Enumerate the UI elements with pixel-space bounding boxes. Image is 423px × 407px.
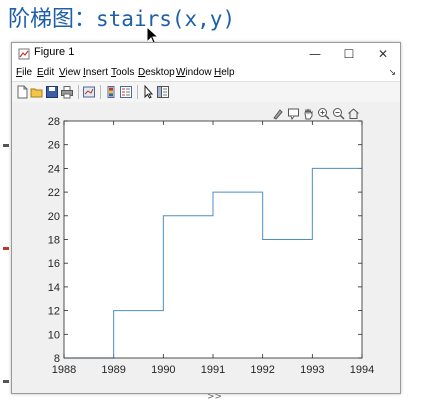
link-plot-icon[interactable]: [82, 85, 96, 99]
x-tick-label: 1992: [250, 364, 274, 376]
x-tick-label: 1988: [52, 364, 76, 376]
x-tick-label: 1993: [300, 364, 324, 376]
zoom-out-icon[interactable]: [332, 107, 345, 120]
menu-view[interactable]: View: [59, 67, 81, 78]
toolbar-separator: [137, 85, 138, 99]
figure-toolbar: [12, 81, 400, 103]
matlab-figure-icon: [18, 48, 30, 60]
toolbar-separator: [100, 85, 101, 99]
y-tick-label: 22: [48, 187, 60, 199]
open-file-icon[interactable]: [30, 85, 44, 99]
y-tick-label: 26: [48, 140, 60, 152]
figure-canvas: 8 10 12 14 16 18 20 22 24 26 28 1988 1989 1990 1991 199…: [12, 102, 400, 393]
y-tick-label: 28: [48, 116, 60, 128]
data-tips-icon[interactable]: [287, 107, 300, 120]
more-chevron[interactable]: >>: [207, 392, 223, 402]
new-figure-icon[interactable]: [15, 85, 29, 99]
menu-file[interactable]: File: [16, 67, 33, 78]
stairs-series-line: [64, 167, 362, 359]
edge-mark: [3, 380, 9, 383]
close-button[interactable]: ✕: [377, 47, 389, 61]
x-tick-label: 1994: [350, 364, 374, 376]
y-tick-label: 18: [48, 235, 60, 247]
property-inspector-icon[interactable]: [156, 85, 170, 99]
y-tick-label: 24: [48, 163, 60, 175]
restore-view-icon[interactable]: [347, 107, 360, 120]
menu-window[interactable]: Window: [176, 67, 212, 78]
slide-heading: 阶梯图：stairs(x,y): [8, 4, 235, 34]
y-tick-label: 20: [48, 211, 60, 223]
y-tick-label: 14: [48, 282, 60, 294]
figure-window: Figure 1 — ☐ ✕ File Edit View Insert Too…: [11, 42, 401, 394]
stairs-chart: 8 10 12 14 16 18 20 22 24 26 28 1988 1989 1990 1991 199…: [48, 116, 374, 376]
pointer-icon[interactable]: [141, 85, 155, 99]
menu-bar: File Edit View Insert Tools Desktop Wind…: [12, 65, 400, 81]
edge-mark: [3, 247, 9, 250]
save-icon[interactable]: [45, 85, 59, 99]
background-editor-edge: [0, 50, 12, 407]
heading-code: stairs(x,y): [96, 7, 236, 31]
y-tick-label: 10: [48, 329, 60, 341]
y-tick-label: 12: [48, 306, 60, 318]
edge-mark: [3, 144, 9, 147]
menu-desktop[interactable]: Desktop: [138, 67, 175, 78]
maximize-button[interactable]: ☐: [343, 47, 355, 61]
dock-arrow-icon[interactable]: ↘: [388, 68, 396, 78]
zoom-in-icon[interactable]: [317, 107, 330, 120]
insert-legend-icon[interactable]: [119, 85, 133, 99]
x-tick-label: 1991: [201, 364, 225, 376]
y-tick-label: 8: [54, 353, 60, 365]
menu-help[interactable]: Help: [214, 67, 235, 78]
plot-area: [64, 121, 362, 358]
minimize-button[interactable]: —: [309, 47, 321, 61]
x-tick-label: 1990: [151, 364, 175, 376]
window-title: Figure 1: [34, 46, 75, 58]
heading-chinese: 阶梯图：: [8, 7, 97, 32]
x-tick-label: 1989: [101, 364, 125, 376]
menu-insert[interactable]: Insert: [83, 67, 109, 78]
pan-icon[interactable]: [302, 107, 315, 120]
window-titlebar[interactable]: Figure 1 — ☐ ✕: [12, 43, 400, 65]
print-icon[interactable]: [60, 85, 74, 99]
menu-tools[interactable]: Tools: [111, 67, 135, 78]
toolbar-separator: [78, 85, 79, 99]
brush-icon[interactable]: [272, 107, 285, 120]
axes-box: [63, 120, 363, 359]
y-tick-label: 16: [48, 258, 60, 270]
menu-edit[interactable]: Edit: [37, 67, 55, 78]
insert-colorbar-icon[interactable]: [104, 85, 118, 99]
